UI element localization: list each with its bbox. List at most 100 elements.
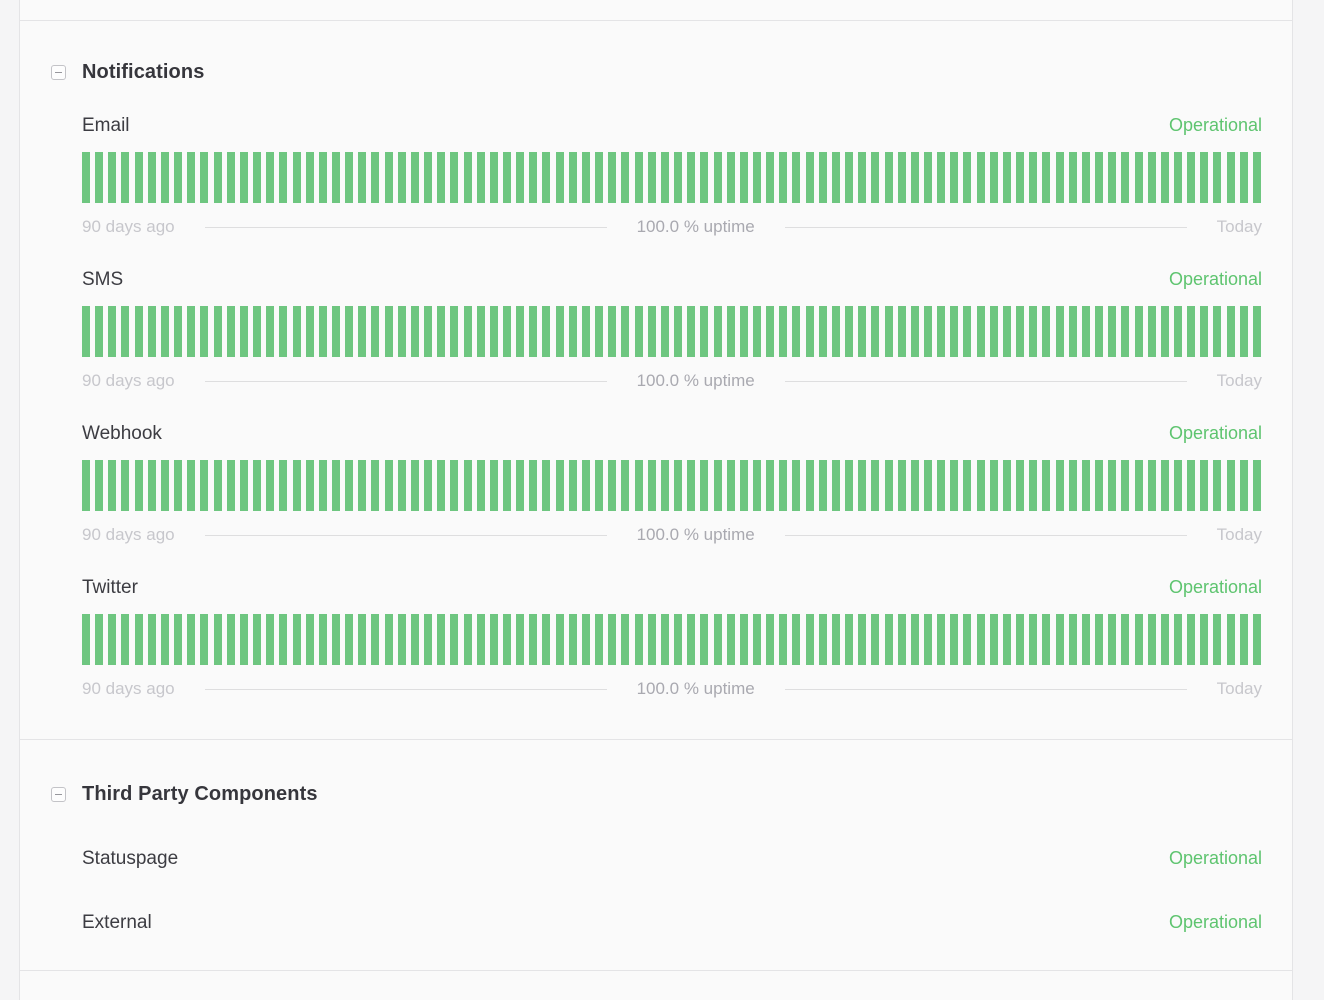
uptime-day-bar[interactable] — [766, 152, 775, 203]
uptime-day-bar[interactable] — [818, 460, 827, 511]
uptime-day-bar[interactable] — [187, 152, 196, 203]
uptime-day-bar[interactable] — [174, 152, 183, 203]
uptime-day-bar[interactable] — [437, 614, 446, 665]
uptime-day-bar[interactable] — [397, 152, 406, 203]
uptime-day-bar[interactable] — [108, 460, 117, 511]
uptime-day-bar[interactable] — [424, 460, 433, 511]
uptime-day-bar[interactable] — [305, 306, 314, 357]
uptime-day-bar[interactable] — [1068, 306, 1077, 357]
uptime-day-bar[interactable] — [924, 152, 932, 203]
uptime-day-bar[interactable] — [595, 460, 604, 511]
uptime-day-bar[interactable] — [858, 306, 867, 357]
uptime-day-bar[interactable] — [410, 152, 419, 203]
uptime-day-bar[interactable] — [621, 614, 630, 665]
uptime-day-bar[interactable] — [858, 614, 867, 665]
uptime-day-bar[interactable] — [95, 152, 104, 203]
uptime-day-bar[interactable] — [1081, 152, 1090, 203]
uptime-day-bar[interactable] — [1081, 306, 1090, 357]
uptime-day-bar[interactable] — [542, 152, 551, 203]
uptime-day-bar[interactable] — [818, 306, 827, 357]
uptime-day-bar[interactable] — [213, 614, 222, 665]
uptime-day-bar[interactable] — [845, 614, 854, 665]
uptime-day-bar[interactable] — [1016, 614, 1025, 665]
uptime-day-bar[interactable] — [792, 152, 801, 203]
uptime-day-bar[interactable] — [345, 306, 354, 357]
uptime-day-bar[interactable] — [213, 306, 222, 357]
uptime-day-bar[interactable] — [489, 460, 498, 511]
uptime-day-bar[interactable] — [1002, 306, 1011, 357]
uptime-day-bar[interactable] — [1121, 614, 1130, 665]
uptime-day-bar[interactable] — [134, 460, 143, 511]
uptime-day-bar[interactable] — [581, 460, 590, 511]
uptime-day-bar[interactable] — [831, 306, 840, 357]
uptime-day-bar[interactable] — [529, 460, 538, 511]
uptime-day-bar[interactable] — [1095, 306, 1104, 357]
uptime-day-bar[interactable] — [845, 460, 854, 511]
uptime-day-bar[interactable] — [489, 306, 498, 357]
uptime-day-bar[interactable] — [805, 152, 814, 203]
uptime-day-bar[interactable] — [253, 614, 262, 665]
uptime-day-bar[interactable] — [1200, 460, 1209, 511]
uptime-day-bar[interactable] — [279, 460, 288, 511]
uptime-day-bar[interactable] — [1016, 460, 1025, 511]
uptime-day-bar[interactable] — [989, 460, 998, 511]
uptime-day-bar[interactable] — [1108, 460, 1117, 511]
uptime-day-bar[interactable] — [1068, 152, 1077, 203]
uptime-day-bar[interactable] — [147, 460, 156, 511]
uptime-day-bar[interactable] — [503, 460, 511, 511]
uptime-day-bar[interactable] — [726, 152, 735, 203]
uptime-day-bar[interactable] — [305, 152, 314, 203]
uptime-day-bar[interactable] — [910, 306, 919, 357]
uptime-day-bar[interactable] — [884, 614, 893, 665]
uptime-day-bar[interactable] — [687, 306, 696, 357]
uptime-day-bar[interactable] — [687, 460, 696, 511]
uptime-day-bar[interactable] — [871, 460, 880, 511]
uptime-day-bar[interactable] — [450, 614, 459, 665]
uptime-day-bar[interactable] — [739, 614, 748, 665]
uptime-day-bar[interactable] — [266, 306, 275, 357]
uptime-day-bar[interactable] — [1226, 306, 1235, 357]
uptime-day-bar[interactable] — [792, 614, 801, 665]
uptime-day-bar[interactable] — [792, 460, 801, 511]
uptime-day-bar[interactable] — [318, 460, 327, 511]
uptime-day-bar[interactable] — [779, 460, 788, 511]
uptime-day-bar[interactable] — [726, 460, 735, 511]
uptime-day-bar[interactable] — [924, 614, 932, 665]
uptime-bars-chart[interactable] — [82, 152, 1262, 203]
uptime-day-bar[interactable] — [1108, 152, 1117, 203]
uptime-day-bar[interactable] — [674, 152, 683, 203]
uptime-day-bar[interactable] — [503, 152, 511, 203]
uptime-day-bar[interactable] — [963, 152, 972, 203]
uptime-day-bar[interactable] — [1200, 152, 1209, 203]
uptime-day-bar[interactable] — [884, 460, 893, 511]
uptime-day-bar[interactable] — [200, 614, 209, 665]
uptime-day-bar[interactable] — [542, 306, 551, 357]
uptime-day-bar[interactable] — [1042, 152, 1051, 203]
uptime-day-bar[interactable] — [963, 460, 972, 511]
uptime-day-bar[interactable] — [318, 614, 327, 665]
uptime-day-bar[interactable] — [1160, 152, 1169, 203]
uptime-day-bar[interactable] — [1029, 460, 1038, 511]
uptime-day-bar[interactable] — [976, 460, 985, 511]
uptime-day-bar[interactable] — [345, 460, 354, 511]
uptime-day-bar[interactable] — [831, 460, 840, 511]
uptime-day-bar[interactable] — [1055, 460, 1064, 511]
uptime-day-bar[interactable] — [700, 306, 709, 357]
uptime-day-bar[interactable] — [463, 306, 472, 357]
uptime-day-bar[interactable] — [489, 152, 498, 203]
uptime-day-bar[interactable] — [542, 614, 551, 665]
uptime-day-bar[interactable] — [660, 614, 669, 665]
uptime-day-bar[interactable] — [1042, 614, 1051, 665]
uptime-day-bar[interactable] — [147, 152, 156, 203]
uptime-day-bar[interactable] — [858, 460, 867, 511]
uptime-day-bar[interactable] — [516, 152, 525, 203]
uptime-day-bar[interactable] — [568, 306, 577, 357]
uptime-day-bar[interactable] — [647, 306, 656, 357]
uptime-day-bar[interactable] — [476, 614, 485, 665]
uptime-day-bar[interactable] — [792, 306, 801, 357]
uptime-day-bar[interactable] — [187, 460, 196, 511]
uptime-day-bar[interactable] — [595, 152, 604, 203]
uptime-day-bar[interactable] — [700, 614, 709, 665]
uptime-day-bar[interactable] — [384, 152, 393, 203]
uptime-day-bar[interactable] — [503, 614, 511, 665]
